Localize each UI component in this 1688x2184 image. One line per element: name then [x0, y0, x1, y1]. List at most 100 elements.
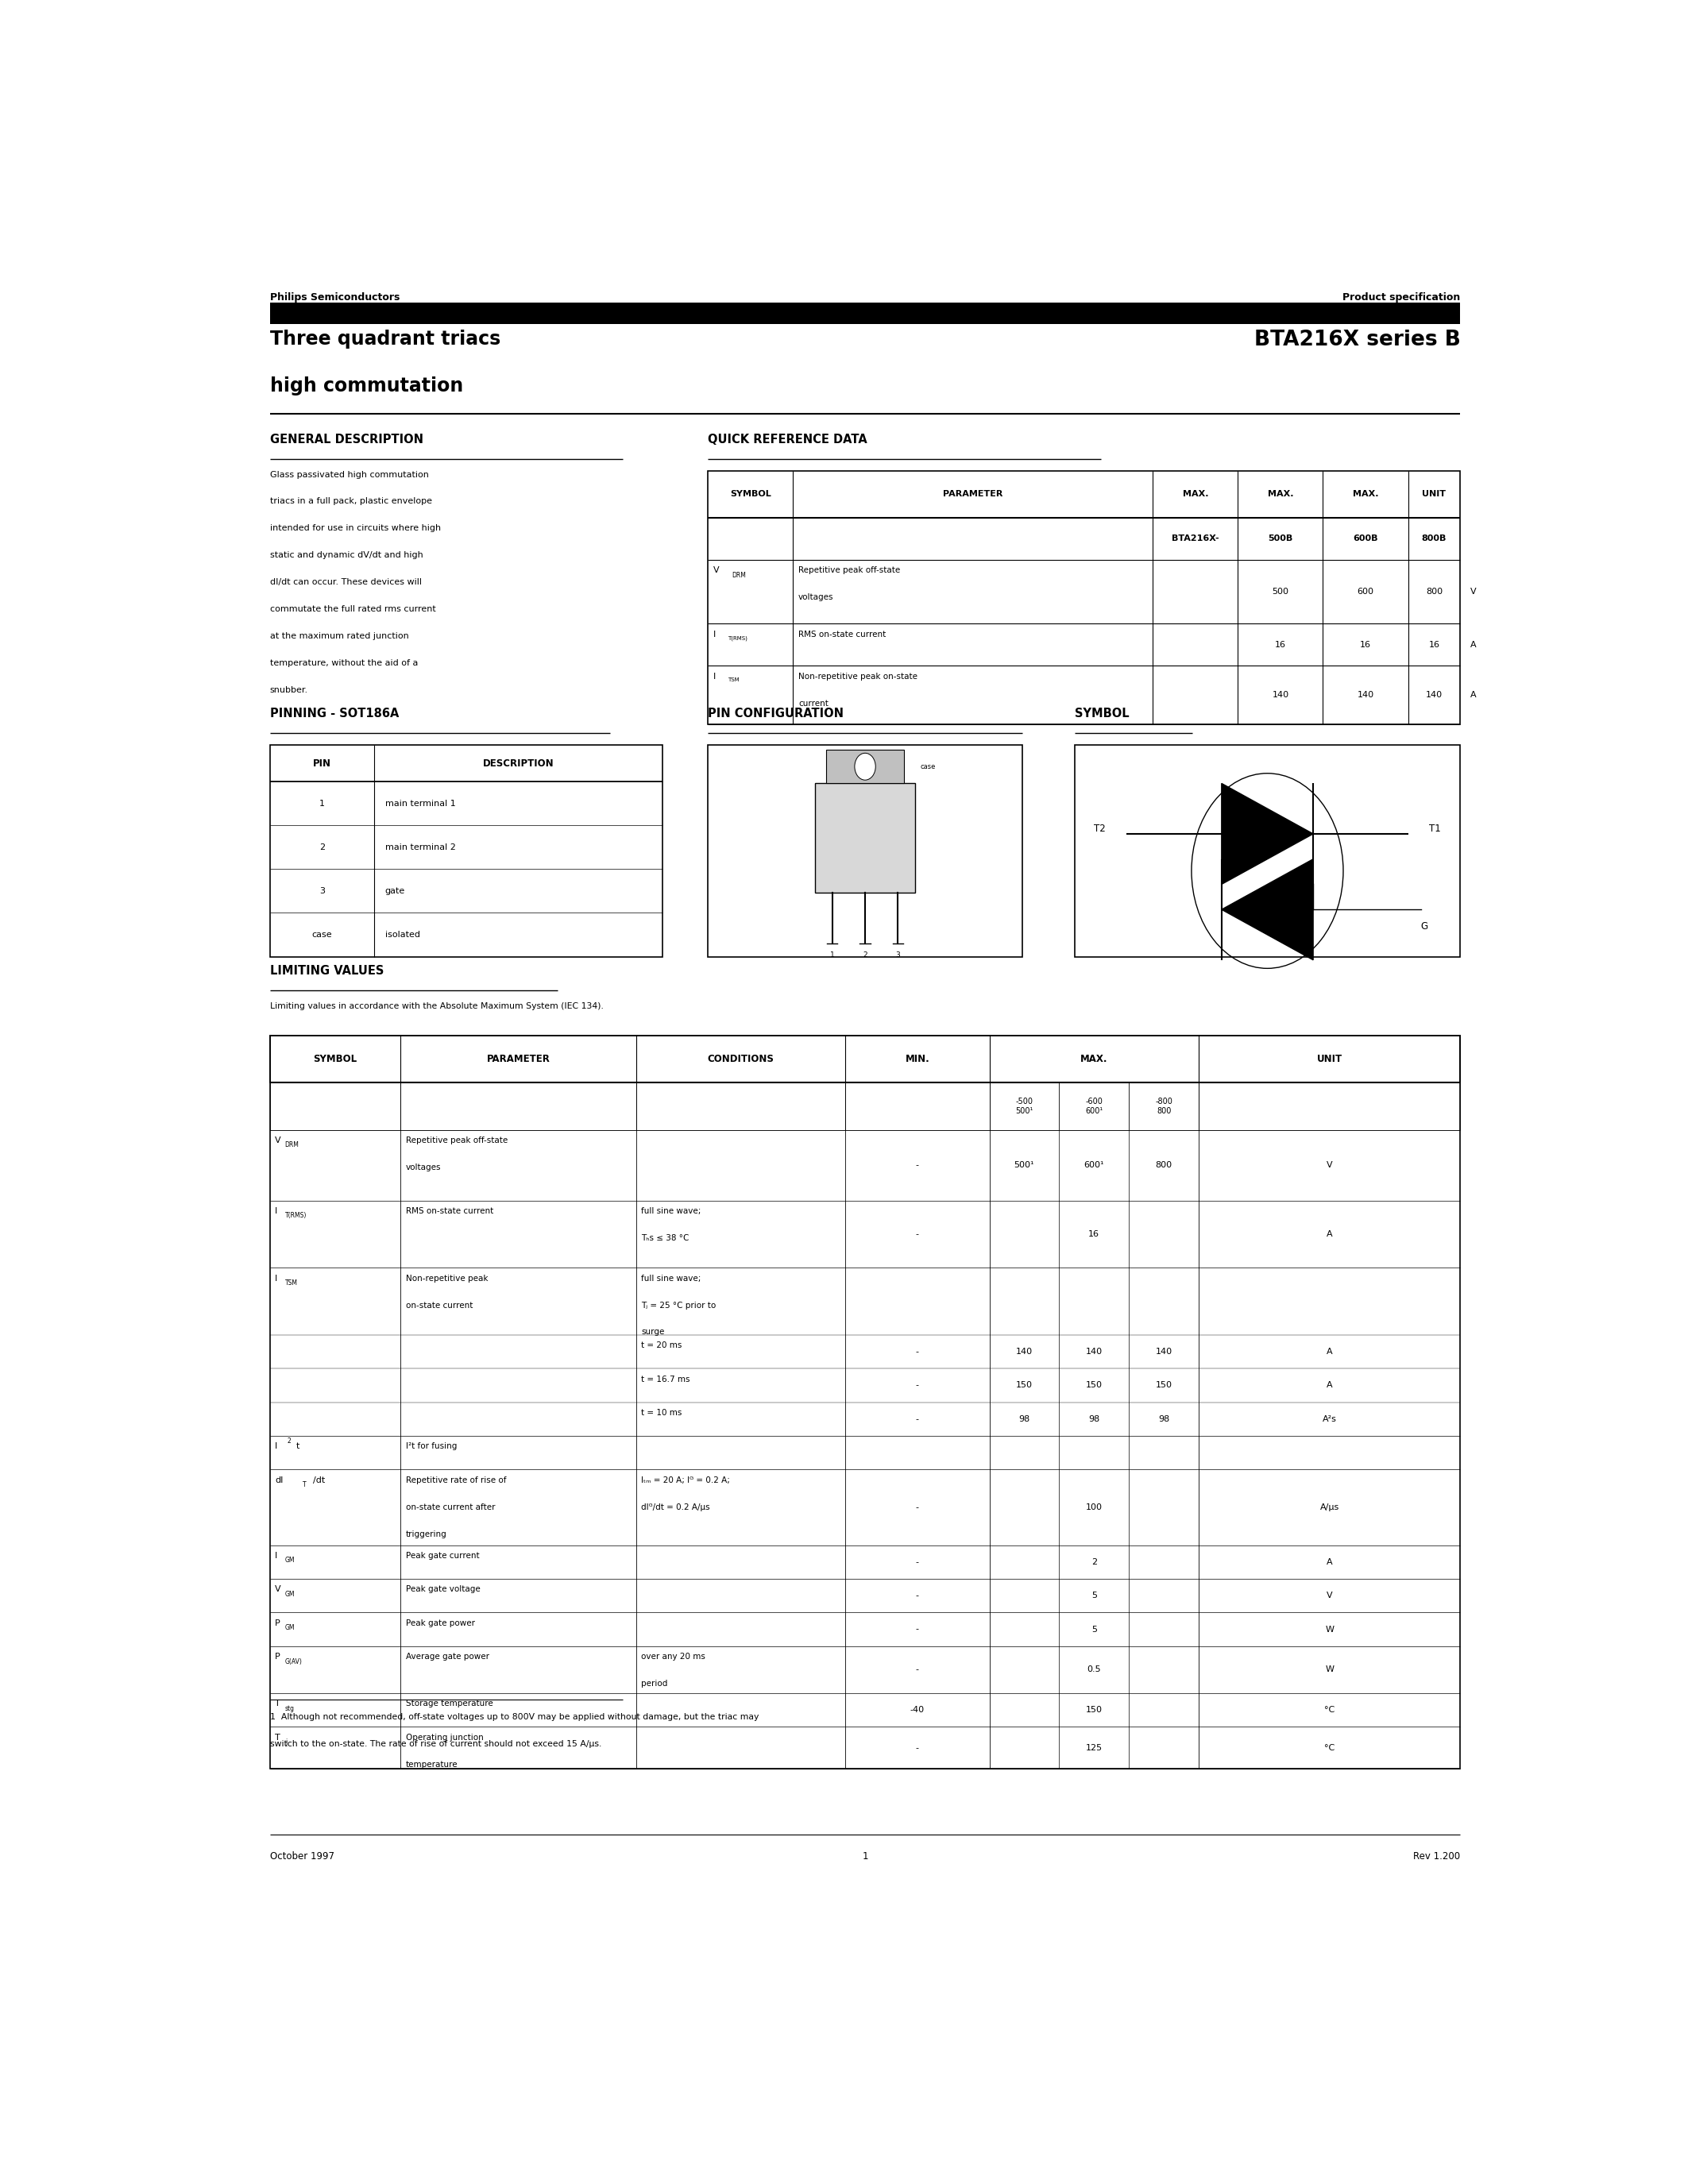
Text: T: T [275, 1699, 280, 1708]
Text: -: - [917, 1666, 918, 1673]
Text: 2: 2 [287, 1437, 290, 1446]
Text: 600: 600 [1357, 587, 1374, 596]
Text: case: case [920, 762, 935, 771]
Text: 2: 2 [1090, 1557, 1097, 1566]
Text: 98: 98 [1089, 1415, 1099, 1424]
Text: RMS on-state current: RMS on-state current [405, 1208, 493, 1214]
Text: T2: T2 [1094, 823, 1106, 834]
Text: 2: 2 [319, 843, 326, 852]
Text: -: - [917, 1348, 918, 1356]
Text: I: I [275, 1275, 279, 1282]
Text: I: I [714, 631, 716, 638]
Text: A²s: A²s [1322, 1415, 1337, 1424]
Text: GM: GM [285, 1557, 295, 1564]
Text: Glass passivated high commutation: Glass passivated high commutation [270, 470, 429, 478]
Text: 150: 150 [1156, 1382, 1171, 1389]
Text: -40: -40 [910, 1706, 925, 1714]
Text: Average gate power: Average gate power [405, 1653, 490, 1660]
Text: 800: 800 [1426, 587, 1443, 596]
Bar [815, 784, 915, 893]
Text: A/μs: A/μs [1320, 1503, 1339, 1511]
Text: -: - [917, 1557, 918, 1566]
Text: DRM: DRM [731, 572, 746, 579]
Text: -: - [917, 1162, 918, 1168]
Text: MAX.: MAX. [1080, 1055, 1107, 1064]
Polygon shape [1222, 858, 1313, 961]
Text: A: A [1327, 1382, 1332, 1389]
Text: I: I [275, 1553, 279, 1559]
Text: A: A [1327, 1230, 1332, 1238]
Text: I: I [275, 1208, 279, 1214]
Text: 500¹: 500¹ [1014, 1162, 1035, 1168]
Text: 16: 16 [1428, 640, 1440, 649]
Text: Three quadrant triacs: Three quadrant triacs [270, 330, 500, 349]
Bar [270, 745, 662, 957]
Text: UNIT: UNIT [1317, 1055, 1342, 1064]
Bar [270, 1083, 1460, 1129]
Text: temperature: temperature [405, 1760, 457, 1769]
Polygon shape [1222, 784, 1313, 885]
Bar [270, 301, 1460, 323]
Text: 98: 98 [1158, 1415, 1170, 1424]
Text: -: - [917, 1503, 918, 1511]
Text: W: W [1325, 1625, 1334, 1634]
Text: Repetitive peak off-state: Repetitive peak off-state [798, 566, 900, 574]
Text: DRM: DRM [285, 1142, 299, 1149]
Text: -500
500¹: -500 500¹ [1016, 1096, 1033, 1116]
Bar [825, 749, 905, 784]
Text: SYMBOL: SYMBOL [731, 489, 771, 498]
Text: RMS on-state current: RMS on-state current [798, 631, 886, 638]
Text: BTA216X-: BTA216X- [1171, 535, 1219, 542]
Text: SYMBOL: SYMBOL [1075, 708, 1129, 721]
Text: t = 20 ms: t = 20 ms [641, 1341, 682, 1350]
Bar [709, 470, 1460, 725]
Text: Repetitive peak off-state: Repetitive peak off-state [405, 1136, 508, 1144]
Text: -: - [917, 1743, 918, 1752]
Text: T(RMS): T(RMS) [285, 1212, 307, 1219]
Text: Non-repetitive peak on-state: Non-repetitive peak on-state [798, 673, 918, 681]
Text: V: V [1327, 1592, 1332, 1599]
Text: I²t for fusing: I²t for fusing [405, 1444, 457, 1450]
Text: switch to the on-state. The rate of rise of current should not exceed 15 A/μs.: switch to the on-state. The rate of rise… [270, 1741, 601, 1747]
Text: SYMBOL: SYMBOL [314, 1055, 358, 1064]
Text: 500: 500 [1273, 587, 1290, 596]
Text: Operating junction: Operating junction [405, 1734, 483, 1741]
Text: T(RMS): T(RMS) [728, 636, 748, 640]
Text: over any 20 ms: over any 20 ms [641, 1653, 706, 1660]
Text: Limiting values in accordance with the Absolute Maximum System (IEC 134).: Limiting values in accordance with the A… [270, 1002, 603, 1009]
Text: on-state current: on-state current [405, 1302, 473, 1308]
Text: 600B: 600B [1354, 535, 1377, 542]
Text: voltages: voltages [798, 594, 834, 601]
Text: -: - [917, 1230, 918, 1238]
Bar [709, 745, 1023, 957]
Text: isolated: isolated [385, 930, 420, 939]
Text: G(AV): G(AV) [285, 1658, 302, 1664]
Text: 1: 1 [830, 952, 834, 959]
Text: A: A [1470, 690, 1477, 699]
Text: 3: 3 [896, 952, 900, 959]
Text: commutate the full rated rms current: commutate the full rated rms current [270, 605, 436, 614]
Text: T1: T1 [1430, 823, 1442, 834]
Text: G: G [1420, 922, 1428, 933]
Text: 140: 140 [1155, 1348, 1171, 1356]
Text: °C: °C [1325, 1743, 1335, 1752]
Text: dI/dt can occur. These devices will: dI/dt can occur. These devices will [270, 579, 422, 585]
Text: 140: 140 [1426, 690, 1443, 699]
Text: main terminal 2: main terminal 2 [385, 843, 456, 852]
Text: 1: 1 [319, 799, 326, 808]
Text: 150: 150 [1085, 1382, 1102, 1389]
Text: Peak gate voltage: Peak gate voltage [405, 1586, 481, 1594]
Text: TSM: TSM [728, 677, 739, 681]
Text: 140: 140 [1085, 1348, 1102, 1356]
Text: main terminal 1: main terminal 1 [385, 799, 456, 808]
Text: -: - [917, 1625, 918, 1634]
Text: high commutation: high commutation [270, 376, 463, 395]
Text: Storage temperature: Storage temperature [405, 1699, 493, 1708]
Text: 16: 16 [1361, 640, 1371, 649]
Text: TSM: TSM [285, 1280, 297, 1286]
Bar [270, 1035, 1460, 1083]
Text: PIN: PIN [312, 758, 331, 769]
Text: Peak gate current: Peak gate current [405, 1553, 479, 1559]
Text: 100: 100 [1085, 1503, 1102, 1511]
Text: V: V [1470, 587, 1477, 596]
